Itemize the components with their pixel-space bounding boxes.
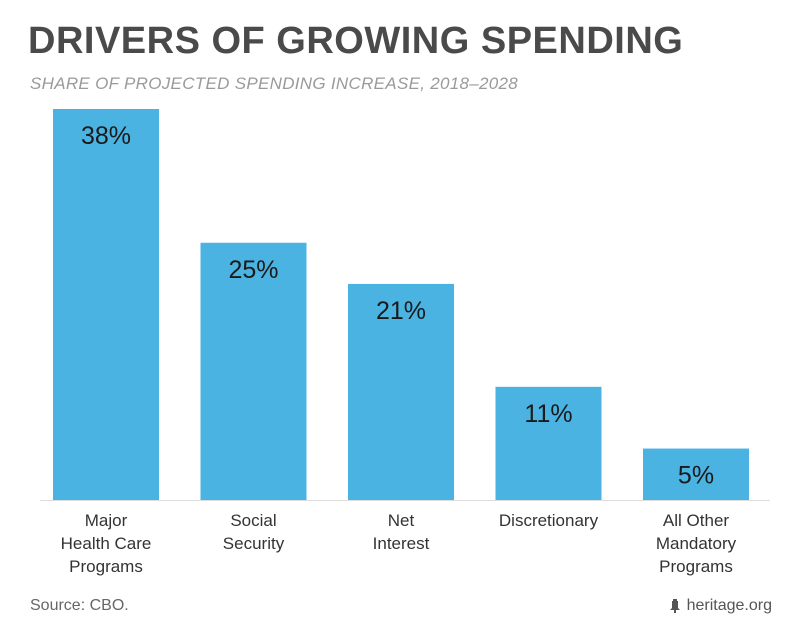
category-label-0-1: Health Care (61, 534, 152, 553)
brand-credit: heritage.org (669, 597, 772, 615)
data-label-2: 21% (376, 297, 426, 325)
liberty-bell-icon (669, 599, 680, 613)
bar-4 (643, 448, 749, 500)
category-label-2-0: Net (388, 511, 415, 530)
brand-text: heritage.org (686, 597, 772, 614)
chart-subtitle: SHARE OF PROJECTED SPENDING INCREASE, 20… (30, 74, 519, 93)
category-label-0-2: Programs (69, 557, 143, 576)
source-note: Source: CBO. (30, 597, 129, 614)
data-label-4: 5% (678, 462, 714, 490)
category-label-4-0: All Other (663, 511, 729, 530)
chart-title: DRIVERS OF GROWING SPENDING (28, 20, 684, 62)
category-label-4-1: Mandatory (656, 534, 737, 553)
data-label-0: 38% (81, 122, 131, 150)
bar-0 (53, 109, 159, 500)
data-label-1: 25% (228, 256, 278, 284)
bar-1 (200, 242, 307, 500)
bar-3 (495, 386, 602, 500)
category-label-1-0: Social (230, 511, 276, 530)
bar-2 (348, 283, 454, 500)
category-label-1-1: Security (223, 534, 285, 553)
category-label-2-1: Interest (373, 534, 430, 553)
category-label-4-2: Programs (659, 557, 733, 576)
data-label-3: 11% (524, 400, 572, 428)
category-label-3-0: Discretionary (499, 511, 599, 530)
category-label-0-0: Major (85, 511, 128, 530)
